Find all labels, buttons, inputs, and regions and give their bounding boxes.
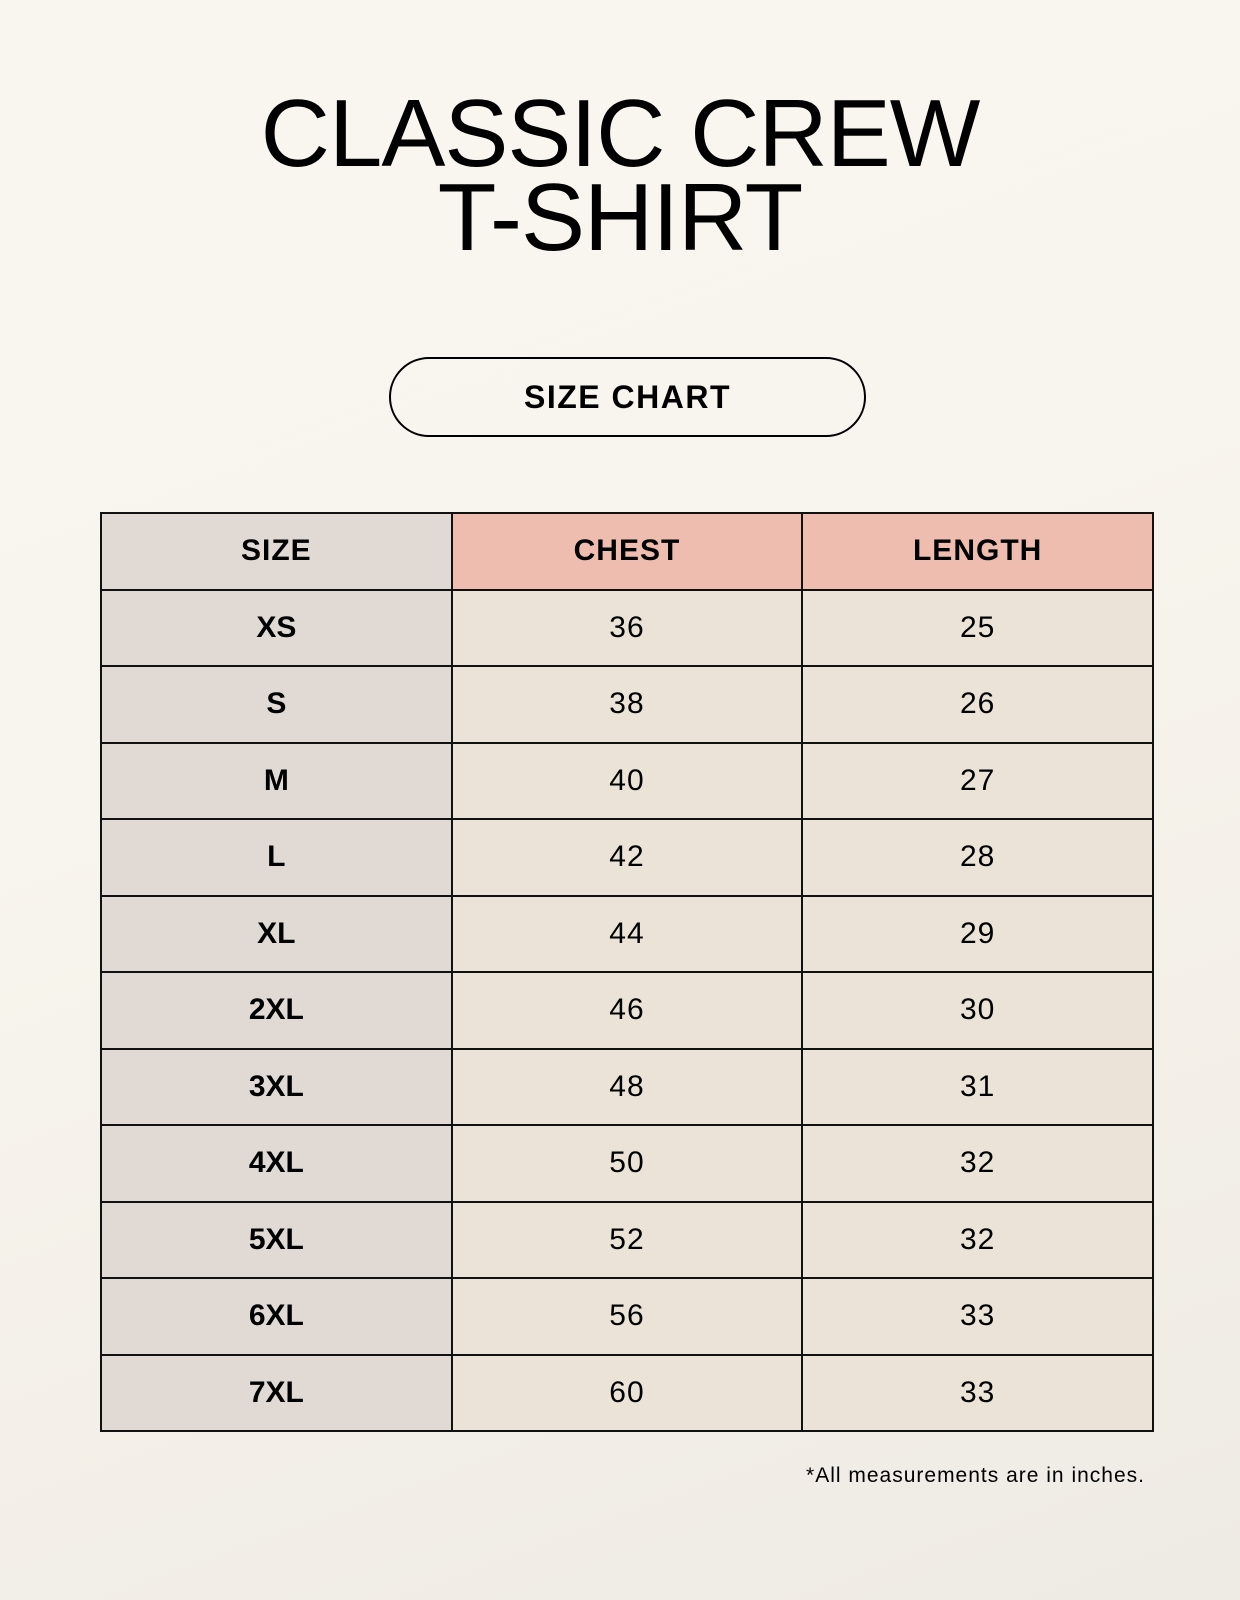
table-row: 7XL 60 33 bbox=[100, 1353, 1154, 1432]
cell-length: 32 bbox=[801, 1124, 1154, 1203]
table-row: 4XL 50 32 bbox=[100, 1124, 1154, 1203]
cell-chest: 60 bbox=[450, 1353, 804, 1432]
cell-size: XS bbox=[100, 588, 453, 667]
cell-length: 31 bbox=[801, 1047, 1154, 1126]
cell-chest: 36 bbox=[450, 588, 804, 667]
cell-length: 26 bbox=[801, 665, 1154, 744]
footnote: *All measurements are in inches. bbox=[806, 1464, 1145, 1487]
size-table: SIZE CHEST LENGTH XS 36 25 S 38 26 M 40 27 L 42 28 X… bbox=[100, 512, 1154, 1432]
table-row: 2XL 46 30 bbox=[100, 971, 1154, 1050]
cell-length: 29 bbox=[801, 894, 1154, 973]
cell-size: 2XL bbox=[100, 971, 453, 1050]
cell-length: 27 bbox=[801, 741, 1154, 820]
cell-length: 32 bbox=[801, 1200, 1154, 1279]
cell-size: 5XL bbox=[100, 1200, 453, 1279]
table-row: XL 44 29 bbox=[100, 894, 1154, 973]
table-row: L 42 28 bbox=[100, 818, 1154, 897]
title-line-1: CLASSIC CREW bbox=[260, 80, 981, 187]
header-row: SIZE CHEST LENGTH bbox=[100, 512, 1154, 591]
cell-size: L bbox=[100, 818, 453, 897]
table-row: XS 36 25 bbox=[100, 588, 1154, 667]
cell-chest: 38 bbox=[450, 665, 804, 744]
header-chest: CHEST bbox=[450, 512, 804, 591]
cell-chest: 48 bbox=[450, 1047, 804, 1126]
cell-length: 33 bbox=[801, 1353, 1154, 1432]
cell-length: 33 bbox=[801, 1277, 1154, 1356]
cell-chest: 44 bbox=[450, 894, 804, 973]
cell-length: 28 bbox=[801, 818, 1154, 897]
cell-size: S bbox=[100, 665, 453, 744]
cell-chest: 40 bbox=[450, 741, 804, 820]
table-row: M 40 27 bbox=[100, 741, 1154, 820]
cell-chest: 52 bbox=[450, 1200, 804, 1279]
page-title: CLASSIC CREW T-SHIRT bbox=[0, 80, 1240, 271]
cell-size: 4XL bbox=[100, 1124, 453, 1203]
cell-chest: 46 bbox=[450, 971, 804, 1050]
cell-chest: 50 bbox=[450, 1124, 804, 1203]
table-row: S 38 26 bbox=[100, 665, 1154, 744]
cell-chest: 42 bbox=[450, 818, 804, 897]
table-row: 3XL 48 31 bbox=[100, 1047, 1154, 1126]
cell-size: 3XL bbox=[100, 1047, 453, 1126]
title-line-2: T-SHIRT bbox=[437, 164, 804, 271]
cell-length: 30 bbox=[801, 971, 1154, 1050]
cell-size: M bbox=[100, 741, 453, 820]
header-size: SIZE bbox=[100, 512, 453, 591]
table-row: 5XL 52 32 bbox=[100, 1200, 1154, 1279]
size-chart-badge: SIZE CHART bbox=[389, 357, 866, 437]
cell-size: XL bbox=[100, 894, 453, 973]
header-length: LENGTH bbox=[801, 512, 1154, 591]
table-row: 6XL 56 33 bbox=[100, 1277, 1154, 1356]
cell-size: 7XL bbox=[100, 1353, 453, 1432]
cell-chest: 56 bbox=[450, 1277, 804, 1356]
cell-length: 25 bbox=[801, 588, 1154, 667]
cell-size: 6XL bbox=[100, 1277, 453, 1356]
